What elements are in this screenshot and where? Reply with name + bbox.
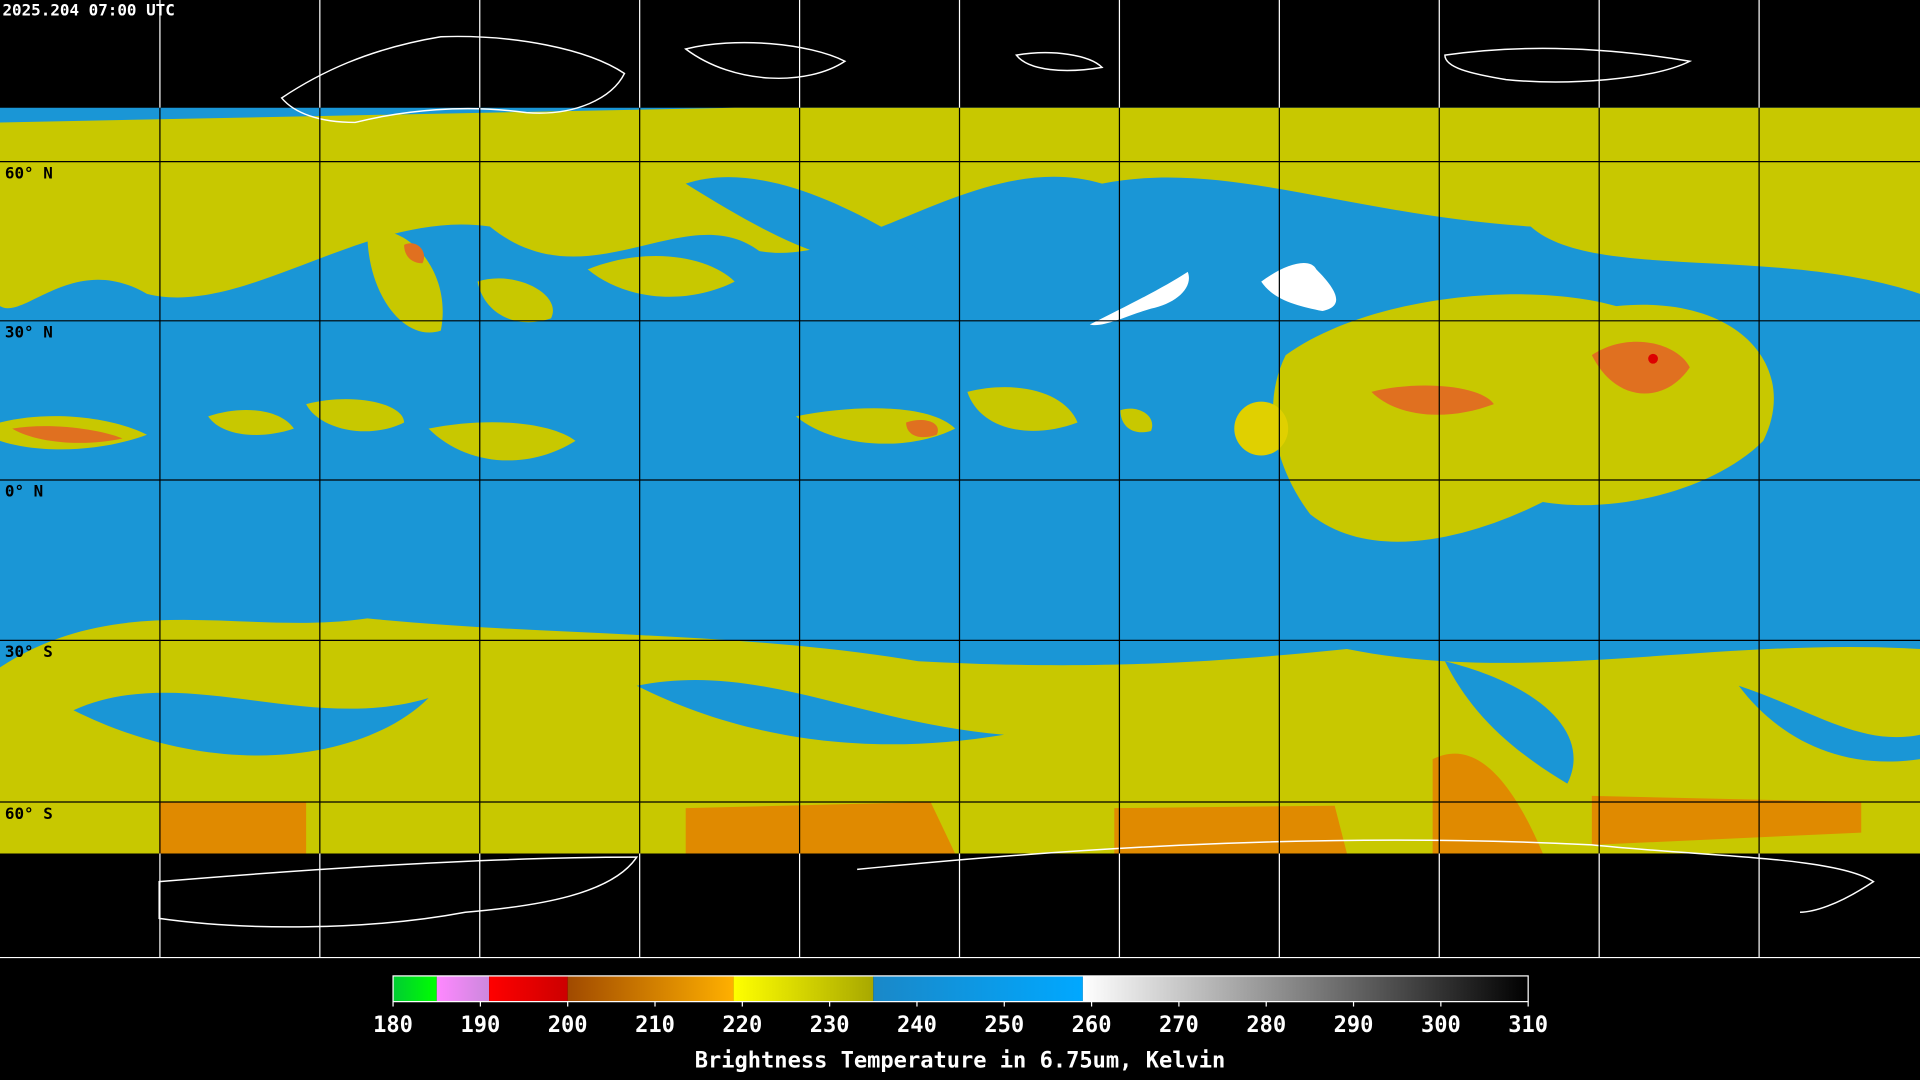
colorbar-tick-label: 190 xyxy=(460,1013,500,1038)
colorbar-tick-label: 180 xyxy=(373,1013,413,1038)
moist-region xyxy=(73,661,1920,784)
very-dry-region xyxy=(1089,263,1337,326)
colorbar-tick-label: 270 xyxy=(1159,1013,1199,1038)
moist-region xyxy=(685,177,931,265)
colorbar-segment xyxy=(489,975,568,1002)
colorbar-segment xyxy=(873,975,1083,1002)
colorbar-segment xyxy=(733,975,874,1002)
graticule xyxy=(0,0,1920,959)
coastline xyxy=(158,35,1875,928)
colorbar-segment xyxy=(1082,975,1529,1002)
colorbar-tick-label: 310 xyxy=(1508,1013,1548,1038)
latitude-label: 30° S xyxy=(5,642,53,661)
colorbar-segment xyxy=(393,975,437,1002)
convection-core xyxy=(1371,341,1690,415)
colorbar-tick-label: 230 xyxy=(810,1013,850,1038)
latitude-label: 30° N xyxy=(5,323,53,342)
colorbar-tick-label: 300 xyxy=(1421,1013,1461,1038)
convection xyxy=(1234,401,1289,456)
colorbar-tick-label: 220 xyxy=(722,1013,762,1038)
colorbar-tick-label: 250 xyxy=(984,1013,1024,1038)
colorbar-tick-label: 260 xyxy=(1072,1013,1112,1038)
colorbar-tick-label: 290 xyxy=(1334,1013,1374,1038)
cold-region xyxy=(159,753,1862,854)
colorbar-tick-label: 210 xyxy=(635,1013,675,1038)
labels: 2025.204 07:00 UTC 60° N 30° N 0° N 30° S 60… xyxy=(2,1,174,823)
convection-core xyxy=(1648,353,1658,364)
latitude-label: 60° N xyxy=(5,163,53,182)
colorbar-tick-label: 240 xyxy=(897,1013,937,1038)
colorbar-tick-label: 200 xyxy=(548,1013,588,1038)
colorbar-segment xyxy=(567,975,734,1002)
colorbar: Brightness Temperature in 6.75um, Kelvin… xyxy=(373,975,1548,1074)
colorbar-frame xyxy=(392,975,1529,1003)
colorbar-tick-label: 280 xyxy=(1246,1013,1286,1038)
latitude-label: 0° N xyxy=(5,482,43,501)
colorbar-segment xyxy=(436,975,490,1002)
latitude-label: 60° S xyxy=(5,804,53,823)
colorbar-title: Brightness Temperature in 6.75um, Kelvin xyxy=(695,1049,1226,1074)
timestamp: 2025.204 07:00 UTC xyxy=(2,1,174,20)
